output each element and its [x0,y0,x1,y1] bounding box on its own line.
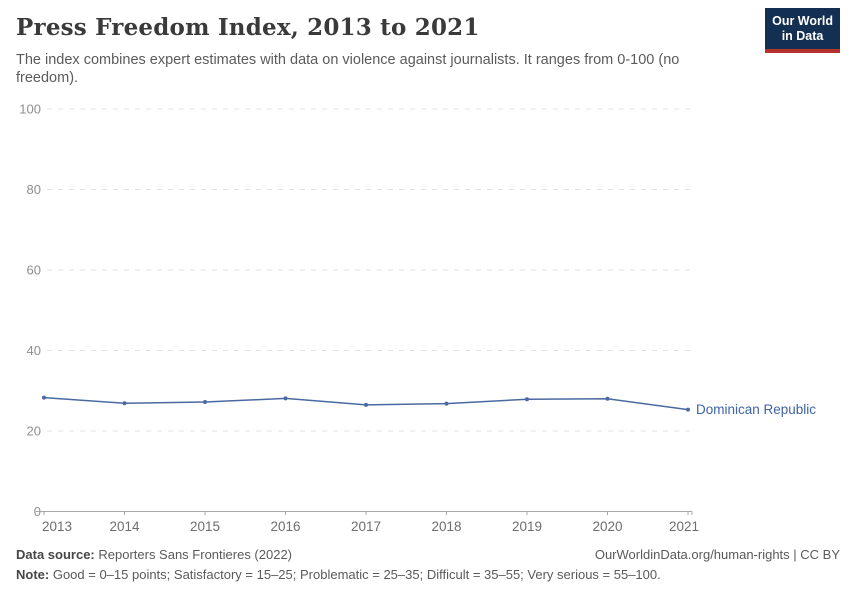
data-point[interactable] [283,396,288,401]
x-axis-tick-label: 2015 [190,519,220,534]
x-axis-tick-label: 2020 [592,519,622,534]
note-line: Note: Good = 0–15 points; Satisfactory =… [16,567,840,582]
logo-line-2: in Data [781,29,824,43]
data-point[interactable] [364,402,368,407]
data-point[interactable] [686,407,690,412]
x-axis-tick-label: 2013 [42,519,72,534]
data-point[interactable] [444,401,449,406]
note-value: Good = 0–15 points; Satisfactory = 15–25… [49,567,661,582]
y-axis-tick-label: 20 [27,424,41,439]
x-axis-tick-label: 2016 [270,519,300,534]
series-end-label[interactable]: Dominican Republic [696,402,816,417]
data-source-value: Reporters Sans Frontieres (2022) [94,547,293,562]
data-point[interactable] [122,401,127,406]
data-point[interactable] [605,396,610,401]
y-axis-tick-label: 40 [27,343,41,358]
owid-url-link[interactable]: OurWorldinData.org/human-rights | CC BY [594,547,840,562]
note-label: Note: [16,567,50,582]
y-axis-tick-label: 100 [19,102,41,117]
data-source-label: Data source: [16,547,95,562]
data-source-line: Data source: Reporters Sans Frontieres (… [16,547,292,562]
logo-line-1: Our World [772,14,833,28]
page-title: Press Freedom Index, 2013 to 2021 [16,14,480,41]
data-point[interactable] [525,397,529,402]
data-point[interactable] [203,400,207,405]
x-axis-tick-label: 2021 [669,519,699,534]
x-axis-tick-label: 2019 [512,519,542,534]
y-axis-tick-label: 60 [27,263,41,278]
data-point[interactable] [42,395,46,400]
x-axis-tick-label: 2017 [351,519,381,534]
x-axis-tick-label: 2018 [431,519,461,534]
y-axis-tick-label: 80 [27,182,41,197]
owid-logo[interactable]: Our World in Data [765,8,840,53]
chart-subtitle: The index combines expert estimates with… [16,52,680,86]
x-axis-tick-label: 2014 [109,519,140,534]
